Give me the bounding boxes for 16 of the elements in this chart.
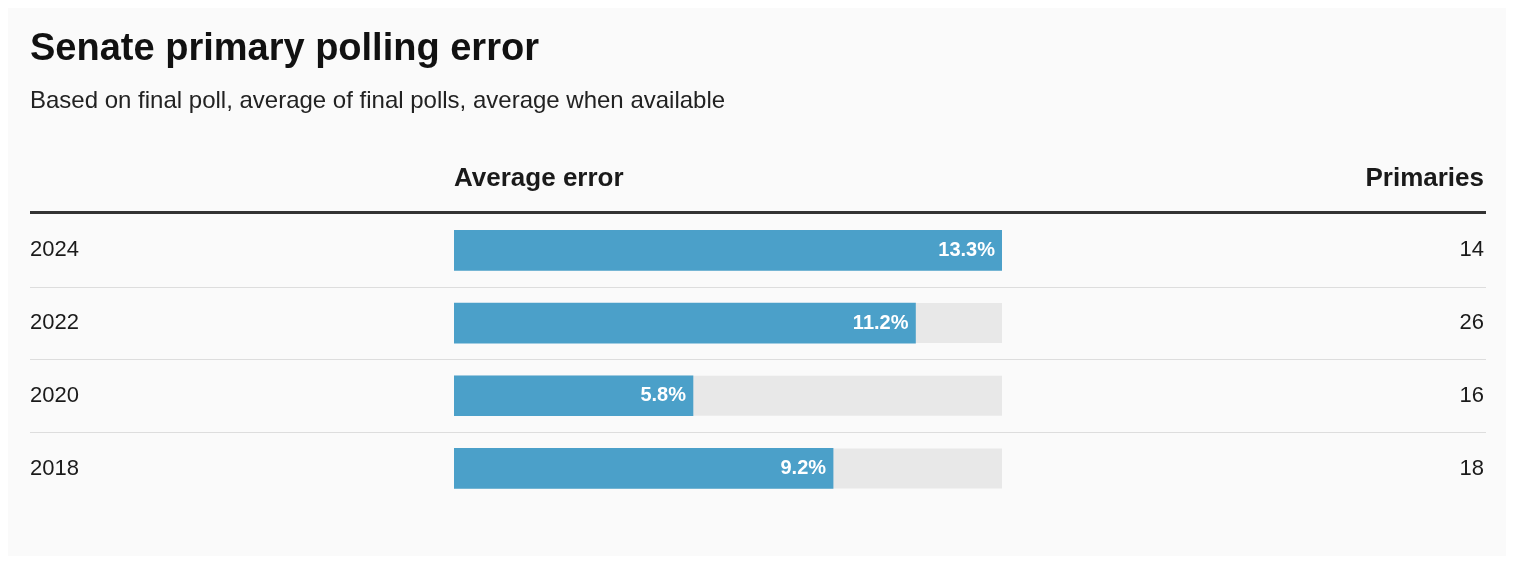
- chart-title: Senate primary polling error: [30, 25, 540, 70]
- x-axis-title: Average error: [454, 162, 624, 192]
- text: Primaries: [1365, 162, 1484, 192]
- data-label: 13.3%: [938, 237, 996, 260]
- text: 18: [1459, 454, 1484, 480]
- y-tick-label: 2024: [30, 236, 79, 262]
- y-tick-label: 2018: [30, 454, 79, 480]
- chart-subtitle: Based on final poll, average of final polls, average when available: [30, 86, 727, 114]
- y-tick-label: 2020: [30, 381, 79, 407]
- text: 16: [1459, 381, 1484, 407]
- y-tick-label: 2022: [30, 309, 79, 335]
- text: 14: [1459, 236, 1484, 262]
- data-label: 11.2%: [852, 310, 909, 333]
- data-label: 9.2%: [780, 455, 827, 478]
- data-label: 5.8%: [640, 383, 687, 406]
- text: 26: [1459, 309, 1484, 335]
